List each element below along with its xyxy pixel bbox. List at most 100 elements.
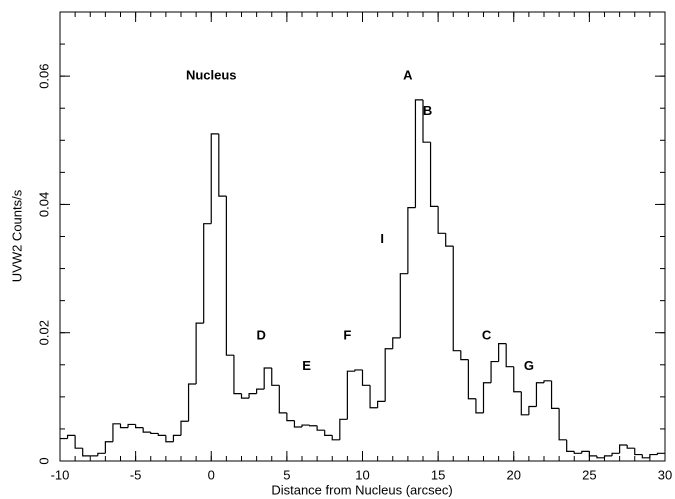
histogram-step [256, 388, 265, 394]
x-tick-label: -10 [51, 467, 70, 482]
histogram-step [581, 450, 590, 454]
x-tick-label: 15 [431, 467, 445, 482]
histogram-step [573, 451, 582, 454]
x-tick-label: 5 [283, 467, 290, 482]
histogram-step [641, 454, 650, 459]
histogram-step [104, 441, 113, 454]
histogram-step [467, 359, 476, 400]
histogram-step [634, 448, 643, 456]
histogram-step [550, 380, 560, 410]
histogram-step [66, 434, 76, 439]
histogram-step [142, 427, 151, 433]
x-tick-label: 20 [507, 467, 521, 482]
annotation: E [302, 358, 311, 373]
histogram-step [127, 423, 136, 428]
histogram-step [195, 322, 204, 385]
histogram-step [558, 408, 567, 441]
histogram-step [112, 423, 121, 442]
histogram-step [490, 360, 499, 383]
histogram-step [263, 367, 272, 390]
histogram-step [445, 233, 454, 247]
x-tick-label: 25 [582, 467, 596, 482]
histogram-step [611, 452, 620, 456]
histogram-step [361, 369, 371, 386]
histogram-step [324, 430, 333, 436]
annotation: B [423, 103, 432, 118]
histogram-step [498, 343, 507, 362]
histogram-step [520, 391, 529, 416]
histogram-step [384, 348, 393, 402]
plot-frame [59, 11, 666, 462]
histogram-step [656, 452, 665, 455]
histogram-step [278, 385, 287, 414]
histogram-step [414, 99, 423, 208]
x-axis-label: Distance from Nucleus (arcsec) [271, 482, 452, 497]
histogram-step [210, 133, 219, 224]
histogram-step [271, 367, 280, 386]
x-tick-label: -5 [130, 467, 142, 482]
histogram-step [475, 398, 484, 414]
histogram-step [157, 433, 166, 436]
histogram-step [74, 435, 83, 449]
histogram-step [339, 418, 348, 440]
annotation: G [524, 358, 534, 373]
histogram-step [97, 452, 106, 456]
histogram-step [505, 343, 514, 368]
x-tick-label: 30 [658, 467, 672, 482]
annotation: A [403, 68, 413, 83]
histogram-step [346, 370, 355, 420]
histogram-step [308, 425, 318, 427]
annotation: Nucleus [186, 68, 237, 83]
histogram-step [566, 439, 575, 452]
y-axis-label: UVW2 Counts/s [9, 189, 24, 282]
histogram-step [331, 435, 340, 441]
histogram-step [422, 99, 431, 143]
histogram-step [240, 393, 250, 399]
histogram-step [293, 420, 302, 428]
histogram-step [286, 412, 295, 422]
histogram-step [187, 383, 197, 422]
histogram-step [437, 206, 446, 234]
histogram-step [535, 382, 544, 407]
annotation: C [482, 327, 492, 342]
histogram-step [369, 385, 378, 409]
histogram-step [354, 369, 363, 372]
histogram-step [603, 455, 613, 458]
histogram-step [407, 207, 416, 274]
histogram-step [233, 355, 242, 395]
y-tick-label: 0.04 [36, 192, 51, 217]
histogram-step [528, 405, 537, 415]
histogram-step [649, 453, 658, 458]
histogram-step [135, 424, 144, 429]
histogram-step [248, 393, 257, 399]
annotation: I [380, 231, 384, 246]
histogram-step [619, 444, 628, 454]
histogram-step [180, 420, 189, 436]
histogram-step [460, 350, 469, 361]
histogram-step [392, 337, 401, 349]
y-tick-label: 0.06 [36, 63, 51, 88]
histogram-step [596, 455, 605, 459]
histogram-step [377, 400, 386, 408]
histogram-step [203, 223, 212, 324]
histogram-step [513, 366, 522, 393]
histogram-step [399, 273, 408, 338]
annotation: D [256, 327, 265, 342]
histogram-step [543, 380, 552, 383]
y-tick-label: 0.02 [36, 320, 51, 345]
histogram-step [626, 444, 635, 449]
x-tick-label: 10 [355, 467, 369, 482]
y-tick-label: 0 [36, 457, 51, 464]
histogram-step [429, 142, 439, 207]
histogram-step [482, 382, 492, 413]
histogram-step [119, 423, 129, 429]
histogram-step [165, 435, 174, 443]
histogram-step [218, 133, 227, 197]
x-tick-label: 0 [208, 467, 215, 482]
histogram-step [452, 246, 461, 352]
annotation: F [343, 327, 351, 342]
histogram-step [150, 432, 159, 435]
histogram-step [301, 424, 310, 428]
histogram-step [316, 425, 325, 431]
